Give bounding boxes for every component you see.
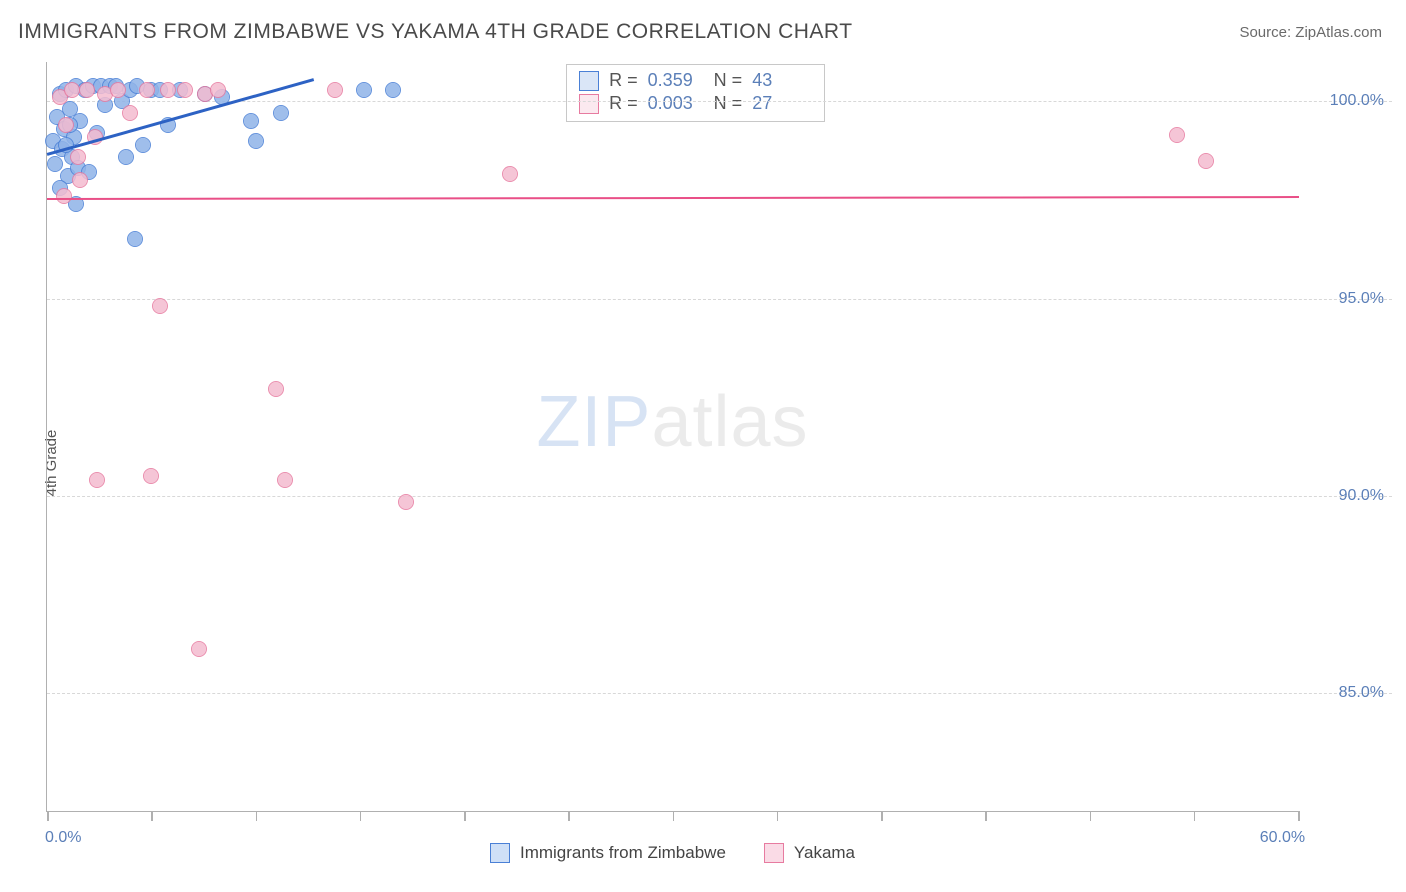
stats-n-value: 27 bbox=[752, 93, 808, 114]
scatter-point bbox=[135, 137, 151, 153]
chart-title: IMMIGRANTS FROM ZIMBABWE VS YAKAMA 4TH G… bbox=[18, 20, 853, 44]
scatter-point bbox=[1198, 153, 1214, 169]
stats-row: R = 0.003 N = 27 bbox=[579, 92, 808, 115]
scatter-point bbox=[160, 82, 176, 98]
stats-r-value: 0.359 bbox=[648, 70, 704, 91]
watermark-logo: ZIPatlas bbox=[536, 381, 808, 463]
scatter-point bbox=[70, 149, 86, 165]
scatter-point bbox=[127, 231, 143, 247]
plot-area: ZIPatlas R =0.359N =43R =0.003N =27 Immi… bbox=[46, 62, 1298, 812]
stats-r-value: 0.003 bbox=[648, 93, 704, 114]
gridline-horizontal bbox=[47, 496, 1392, 497]
watermark-part2: atlas bbox=[651, 382, 808, 462]
correlation-stats-box: R = 0.359 N = 43 R = 0.003 N = 27 bbox=[566, 64, 825, 122]
scatter-point bbox=[327, 82, 343, 98]
x-tick bbox=[1194, 811, 1196, 821]
gridline-horizontal bbox=[47, 693, 1392, 694]
scatter-point bbox=[64, 82, 80, 98]
legend-swatch bbox=[579, 71, 599, 91]
scatter-point bbox=[110, 82, 126, 98]
stats-r-label: R = bbox=[609, 93, 638, 114]
x-tick bbox=[881, 811, 883, 821]
scatter-point bbox=[152, 298, 168, 314]
scatter-point bbox=[502, 166, 518, 182]
gridline-horizontal bbox=[47, 101, 1392, 102]
series-legend: Immigrants from Zimbabwe Yakama bbox=[47, 843, 1298, 863]
scatter-point bbox=[56, 188, 72, 204]
legend-label: Immigrants from Zimbabwe bbox=[520, 843, 726, 863]
x-tick bbox=[151, 811, 153, 821]
scatter-point bbox=[118, 149, 134, 165]
scatter-point bbox=[89, 472, 105, 488]
chart-header: IMMIGRANTS FROM ZIMBABWE VS YAKAMA 4TH G… bbox=[0, 0, 1406, 52]
scatter-point bbox=[398, 494, 414, 510]
x-tick-label: 0.0% bbox=[45, 829, 81, 847]
scatter-point bbox=[177, 82, 193, 98]
x-tick bbox=[673, 811, 675, 821]
scatter-point bbox=[58, 117, 74, 133]
x-tick bbox=[47, 811, 49, 821]
scatter-point bbox=[143, 468, 159, 484]
scatter-point bbox=[268, 381, 284, 397]
scatter-point bbox=[277, 472, 293, 488]
y-tick-label: 95.0% bbox=[1339, 290, 1384, 308]
chart-container: 4th Grade ZIPatlas R =0.359N =43R =0.003… bbox=[18, 56, 1392, 870]
y-tick-label: 90.0% bbox=[1339, 487, 1384, 505]
y-tick-label: 85.0% bbox=[1339, 684, 1384, 702]
scatter-point bbox=[210, 82, 226, 98]
scatter-point bbox=[191, 641, 207, 657]
scatter-point bbox=[79, 82, 95, 98]
stats-n-label: N = bbox=[714, 70, 743, 91]
x-tick bbox=[360, 811, 362, 821]
scatter-point bbox=[1169, 127, 1185, 143]
scatter-point bbox=[122, 105, 138, 121]
source-attribution: Source: ZipAtlas.com bbox=[1239, 24, 1382, 41]
stats-row: R = 0.359 N = 43 bbox=[579, 69, 808, 92]
x-tick bbox=[985, 811, 987, 821]
trend-line bbox=[47, 196, 1299, 200]
scatter-point bbox=[248, 133, 264, 149]
scatter-point bbox=[385, 82, 401, 98]
scatter-point bbox=[72, 172, 88, 188]
x-tick bbox=[1090, 811, 1092, 821]
x-tick bbox=[1298, 811, 1300, 821]
legend-item: Yakama bbox=[764, 843, 855, 863]
x-tick bbox=[777, 811, 779, 821]
scatter-point bbox=[273, 105, 289, 121]
legend-label: Yakama bbox=[794, 843, 855, 863]
stats-n-value: 43 bbox=[752, 70, 808, 91]
legend-swatch bbox=[579, 94, 599, 114]
watermark-part1: ZIP bbox=[536, 382, 651, 462]
stats-n-label: N = bbox=[714, 93, 743, 114]
legend-item: Immigrants from Zimbabwe bbox=[490, 843, 726, 863]
x-tick-label: 60.0% bbox=[1260, 829, 1305, 847]
y-tick-label: 100.0% bbox=[1330, 92, 1384, 110]
x-tick bbox=[464, 811, 466, 821]
stats-r-label: R = bbox=[609, 70, 638, 91]
legend-swatch bbox=[490, 843, 510, 863]
scatter-point bbox=[139, 82, 155, 98]
legend-swatch bbox=[764, 843, 784, 863]
x-tick bbox=[568, 811, 570, 821]
scatter-point bbox=[243, 113, 259, 129]
x-tick bbox=[256, 811, 258, 821]
gridline-horizontal bbox=[47, 299, 1392, 300]
scatter-point bbox=[356, 82, 372, 98]
